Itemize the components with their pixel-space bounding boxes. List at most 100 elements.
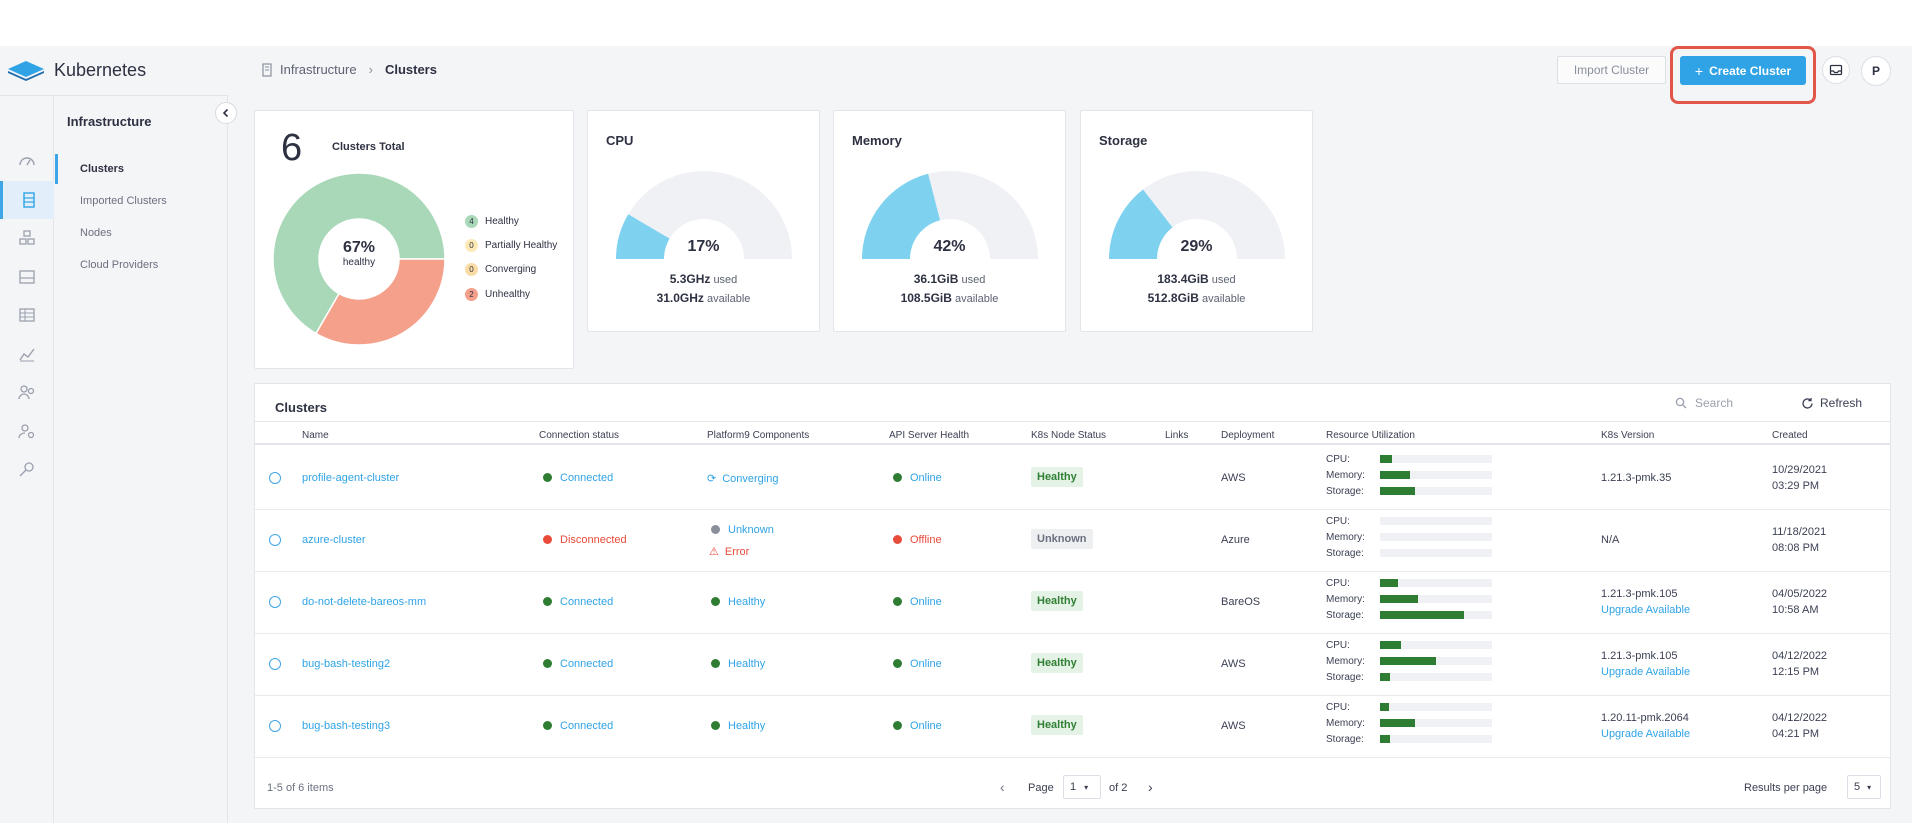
api-health-text[interactable]: Offline [910, 534, 942, 546]
memory-available-value: 108.5GiB [900, 291, 952, 305]
deployment: BareOS [1221, 596, 1261, 608]
kubernetes-logo-icon [8, 60, 44, 81]
col-created[interactable]: Created [1772, 430, 1808, 441]
deployment: AWS [1221, 658, 1246, 670]
cpu-used-label: used [713, 274, 738, 286]
rail-metrics[interactable] [0, 335, 54, 373]
brand[interactable]: Kubernetes [0, 46, 228, 96]
row-select-radio[interactable] [269, 534, 281, 546]
create-cluster-label: Create Cluster [1709, 63, 1792, 78]
col-deployment[interactable]: Deployment [1221, 430, 1275, 441]
rail-table[interactable] [0, 296, 54, 334]
avatar[interactable]: P [1861, 56, 1891, 86]
connection-status-text[interactable]: Connected [560, 658, 614, 670]
components-status-text[interactable]: Healthy [728, 596, 766, 608]
create-cluster-button[interactable]: + Create Cluster [1680, 56, 1806, 85]
rail-clusters[interactable] [0, 181, 54, 219]
notifications-button[interactable] [1822, 56, 1850, 84]
components-status-text[interactable]: Healthy [728, 720, 766, 732]
resource-bar-track [1380, 487, 1492, 495]
metrics-icon [19, 348, 35, 362]
refresh-label: Refresh [1820, 396, 1863, 410]
search-input[interactable]: Search [1675, 396, 1733, 410]
status-dot [543, 597, 552, 606]
resource-label: Storage: [1326, 548, 1364, 559]
col-name[interactable]: Name [302, 430, 329, 441]
row-select-radio[interactable] [269, 720, 281, 732]
cluster-name-link[interactable]: azure-cluster [302, 534, 366, 546]
refresh-button[interactable]: Refresh [1801, 396, 1862, 410]
rail-storage[interactable] [0, 258, 54, 296]
storage-card: Storage 29% 183.4GiB used 512.8GiB avail… [1080, 110, 1313, 332]
upgrade-available-link[interactable]: Upgrade Available [1601, 604, 1691, 616]
node-status-badge: Healthy [1031, 653, 1083, 673]
breadcrumb-parent[interactable]: Infrastructure [280, 62, 357, 77]
col-resource-utilization[interactable]: Resource Utilization [1326, 430, 1415, 441]
row-select-radio[interactable] [269, 472, 281, 484]
components-status-text[interactable]: Converging [722, 473, 779, 485]
rail-apps[interactable] [0, 219, 54, 257]
subnav-item-nodes[interactable]: Nodes [80, 227, 112, 239]
cluster-name-link[interactable]: do-not-delete-bareos-mm [302, 596, 427, 608]
api-health-text[interactable]: Online [910, 720, 942, 732]
rail-users-group[interactable] [0, 373, 54, 411]
table-row[interactable]: bug-bash-testing2 Connected Healthy Online H… [255, 634, 1891, 696]
resource-sto: Storage: [1326, 672, 1506, 684]
connection-status-text[interactable]: Connected [560, 720, 614, 732]
subnav-item-clusters[interactable]: Clusters [55, 154, 227, 184]
table-row[interactable]: do-not-delete-bareos-mm Connected Healthy O… [255, 572, 1891, 634]
legend-count: 0 [465, 239, 478, 252]
upgrade-available-link[interactable]: Upgrade Available [1601, 666, 1691, 678]
cluster-name-link[interactable]: bug-bash-testing2 [302, 658, 391, 670]
legend-healthy: 4 Healthy [465, 215, 519, 228]
table-row[interactable]: bug-bash-testing3 Connected Healthy Online H… [255, 696, 1891, 758]
api-health-text[interactable]: Online [910, 658, 942, 670]
table-row[interactable]: profile-agent-cluster Connected ⟳ Convergin… [255, 448, 1891, 510]
cluster-name-link[interactable]: profile-agent-cluster [302, 472, 400, 484]
next-page-icon[interactable]: › [1148, 779, 1153, 795]
components-error-text[interactable]: Error [724, 546, 750, 558]
subnav-item-cloud-providers[interactable]: Cloud Providers [80, 259, 159, 271]
warning-icon: ⚠ [709, 546, 719, 558]
resource-bar-fill [1380, 657, 1436, 665]
rail-dashboard[interactable] [0, 142, 54, 180]
import-cluster-button[interactable]: Import Cluster [1557, 56, 1666, 84]
components-status-text[interactable]: Healthy [728, 658, 766, 670]
page-select[interactable]: 1 ▾ [1063, 775, 1101, 799]
clusters-total-count: 6 [281, 127, 303, 169]
table-row[interactable]: azure-cluster Disconnected Unknown ⚠ Error Of… [255, 510, 1891, 572]
collapse-sidebar-button[interactable] [215, 102, 237, 124]
storage-used-label: used [1211, 274, 1236, 286]
subnav-item-imported-clusters[interactable]: Imported Clusters [80, 195, 167, 207]
storage-available-label: available [1202, 293, 1246, 305]
breadcrumb: Infrastructure › Clusters [260, 62, 437, 77]
connection-status-text[interactable]: Connected [560, 596, 614, 608]
row-select-radio[interactable] [269, 658, 281, 670]
col-platform9-components[interactable]: Platform9 Components [707, 430, 810, 441]
connection-status: Connected [543, 658, 613, 670]
inbox-icon [1829, 64, 1843, 76]
col-api-server-health[interactable]: API Server Health [889, 430, 970, 441]
resource-label: CPU: [1326, 516, 1350, 527]
rail-keys[interactable] [0, 450, 54, 488]
col-links[interactable]: Links [1165, 430, 1189, 441]
connection-status-text[interactable]: Connected [560, 472, 614, 484]
api-health-text[interactable]: Online [910, 472, 942, 484]
col-k8s-version[interactable]: K8s Version [1601, 430, 1655, 441]
col-connection-status[interactable]: Connection status [539, 430, 620, 441]
row-select-radio[interactable] [269, 596, 281, 608]
upgrade-available-link[interactable]: Upgrade Available [1601, 728, 1691, 740]
icon-rail [0, 46, 54, 823]
connection-status-text[interactable]: Disconnected [560, 534, 627, 546]
prev-page-icon[interactable]: ‹ [1000, 779, 1005, 795]
resource-utilization: CPU: Memory: Storage: [1326, 640, 1506, 690]
api-health-text[interactable]: Online [910, 596, 942, 608]
storage-available: 512.8GiB available [1081, 291, 1312, 305]
components-status-text[interactable]: Unknown [728, 524, 774, 536]
col-k8s-node-status[interactable]: K8s Node Status [1031, 430, 1107, 441]
per-page-select[interactable]: 5 ▾ [1847, 775, 1881, 799]
rail-user-settings[interactable] [0, 412, 54, 450]
cluster-name-link[interactable]: bug-bash-testing3 [302, 720, 391, 732]
status-dot [711, 721, 720, 730]
table-icon [19, 308, 35, 322]
